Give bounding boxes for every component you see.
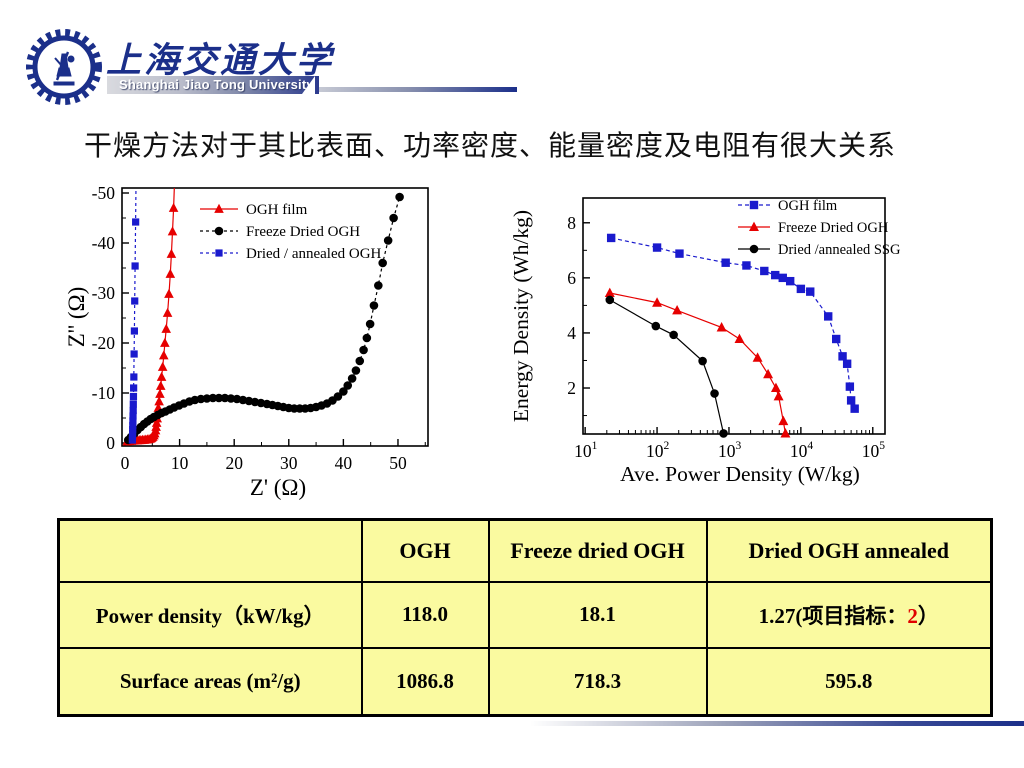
header-divider-line bbox=[319, 87, 517, 92]
nyquist-plot: 0 10 20 30 40 50 0 -10 -20 -30 -40 -50 OGH film Freez… bbox=[64, 183, 429, 500]
legend: OGH film Freeze Dried OGH Dried /annealed … bbox=[738, 198, 901, 258]
row-label-power-density: Power density（kW/kg） bbox=[57, 580, 363, 649]
x-tick-label: 101 bbox=[574, 440, 598, 461]
plot-frame bbox=[582, 197, 886, 435]
series-dried-annealed-ssg bbox=[605, 295, 728, 438]
university-name-chinese: 上海交通大学 bbox=[106, 41, 335, 80]
x-tick-label: 0 bbox=[121, 453, 130, 473]
series-ogh-film bbox=[122, 188, 179, 446]
y-tick-label: -10 bbox=[92, 383, 116, 403]
legend-label: Dried /annealed SSG bbox=[778, 242, 901, 258]
nyquist-impedance-chart: 0 10 20 30 40 50 0 -10 -20 -30 -40 -50 OGH film Freez… bbox=[60, 176, 480, 506]
legend-label: OGH film bbox=[246, 202, 308, 218]
series-freeze-dried-ogh bbox=[604, 287, 791, 438]
surface-areas-dried-annealed: 595.8 bbox=[705, 646, 993, 717]
series-ogh-film bbox=[606, 233, 859, 413]
x-tick-label: 50 bbox=[389, 453, 407, 473]
y-tick-label: 0 bbox=[106, 433, 115, 453]
table-header-ogh: OGH bbox=[360, 518, 490, 583]
y-tick-label: -40 bbox=[92, 233, 116, 253]
surface-areas-freeze-dried: 718.3 bbox=[487, 646, 708, 717]
power-density-ogh: 118.0 bbox=[360, 580, 490, 649]
legend-label: Dried / annealed OGH bbox=[246, 246, 382, 262]
x-axis-label: Ave. Power Density (W/kg) bbox=[620, 462, 860, 486]
power-density-dried-annealed: 1.27(项目指标：2） bbox=[705, 580, 993, 649]
table-header-freeze-dried: Freeze dried OGH bbox=[487, 518, 708, 583]
series-dried-annealed-ogh bbox=[128, 188, 140, 444]
y-axis-label: Z'' (Ω) bbox=[64, 287, 89, 348]
value-suffix: ） bbox=[917, 603, 939, 628]
table-header-row: OGH Freeze dried OGH Dried OGH annealed bbox=[57, 518, 993, 583]
y-tick-label: 6 bbox=[567, 268, 576, 288]
x-tick-label: 103 bbox=[718, 440, 742, 461]
legend-label: OGH film bbox=[778, 198, 838, 214]
y-tick-label: 8 bbox=[567, 213, 576, 233]
x-tick-label: 20 bbox=[225, 453, 243, 473]
y-tick-label: -50 bbox=[92, 183, 116, 203]
legend: OGH film Freeze Dried OGH Dried / annealed… bbox=[200, 202, 382, 262]
value-highlight: 2 bbox=[907, 603, 918, 628]
series-freeze-dried-ogh bbox=[123, 192, 404, 445]
banner-notch-decoration bbox=[302, 76, 315, 94]
axes: 101 102 103 104 105 2 4 6 8 bbox=[567, 213, 885, 461]
row-label-surface-areas: Surface areas (m²/g) bbox=[57, 646, 363, 717]
table-row-power-density: Power density（kW/kg） 118.0 18.1 1.27(项目指… bbox=[57, 580, 993, 649]
x-tick-label: 30 bbox=[280, 453, 298, 473]
table-header-empty bbox=[57, 518, 363, 583]
power-density-freeze-dried: 18.1 bbox=[487, 580, 708, 649]
legend-label: Freeze Dried OGH bbox=[246, 224, 360, 240]
ragone-plot: 101 102 103 104 105 2 4 6 8 OGH film Freeze Dried … bbox=[509, 197, 901, 486]
x-tick-label: 104 bbox=[790, 440, 814, 461]
plot-frame bbox=[121, 187, 429, 447]
x-tick-label: 105 bbox=[862, 440, 886, 461]
surface-areas-ogh: 1086.8 bbox=[360, 646, 490, 717]
university-name-banner: Shanghai Jiao Tong University bbox=[107, 76, 319, 94]
x-tick-label: 10 bbox=[171, 453, 189, 473]
slide-title: 干燥方法对于其比表面、功率密度、能量密度及电阻有很大关系 bbox=[84, 130, 897, 161]
x-tick-label: 102 bbox=[646, 440, 670, 461]
sjtu-gear-logo-icon bbox=[26, 29, 102, 105]
legend-label: Freeze Dried OGH bbox=[778, 220, 889, 236]
y-tick-label: 4 bbox=[567, 323, 576, 343]
y-tick-label: -20 bbox=[92, 333, 116, 353]
y-tick-label: -30 bbox=[92, 283, 116, 303]
footer-divider-line bbox=[530, 721, 1024, 726]
y-axis-label: Energy Density (Wh/kg) bbox=[509, 210, 533, 422]
table-row-surface-areas: Surface areas (m²/g) 1086.8 718.3 595.8 bbox=[57, 646, 993, 717]
results-table: OGH Freeze dried OGH Dried OGH annealed … bbox=[57, 518, 993, 717]
x-tick-label: 40 bbox=[335, 453, 353, 473]
ragone-energy-power-chart: 101 102 103 104 105 2 4 6 8 OGH film Freeze Dried … bbox=[500, 176, 930, 506]
university-name-english: Shanghai Jiao Tong University bbox=[119, 77, 314, 92]
value-prefix: 1.27(项目指标： bbox=[758, 603, 908, 628]
table-header-dried-annealed: Dried OGH annealed bbox=[705, 518, 993, 583]
y-tick-label: 2 bbox=[567, 378, 576, 398]
axes: 0 10 20 30 40 50 0 -10 -20 -30 -40 -50 bbox=[92, 183, 426, 473]
x-axis-label: Z' (Ω) bbox=[250, 475, 306, 500]
